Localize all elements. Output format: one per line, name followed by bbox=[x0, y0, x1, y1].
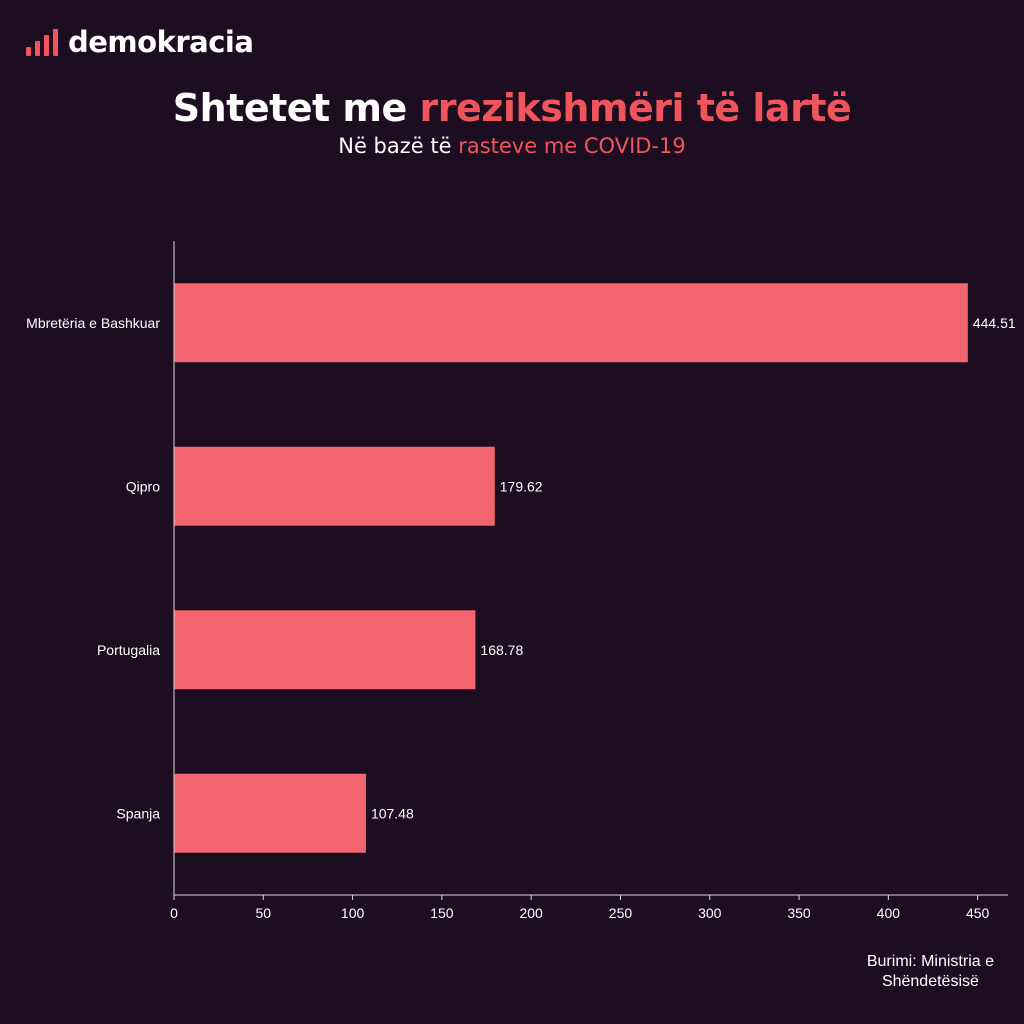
source-line-2: Shëndetësisë bbox=[881, 973, 979, 990]
title-part-1: Shtetet me bbox=[172, 86, 420, 130]
category-label: Qipro bbox=[126, 478, 160, 494]
brand-name: demokracia bbox=[68, 25, 254, 59]
x-tick-label: 100 bbox=[341, 905, 365, 921]
value-label: 444.51 bbox=[973, 315, 1016, 331]
chart-title: Shtetet me rrezikshmëri të lartë bbox=[0, 86, 1024, 130]
title-part-2: rrezikshmëri të lartë bbox=[419, 86, 852, 130]
x-tick-label: 50 bbox=[256, 905, 272, 921]
x-tick-label: 450 bbox=[966, 905, 990, 921]
source-note: Burimi: Ministria e Shëndetësisë bbox=[867, 952, 994, 992]
bar bbox=[174, 283, 968, 363]
x-tick-label: 0 bbox=[170, 905, 178, 921]
bar bbox=[174, 446, 495, 526]
value-label: 168.78 bbox=[480, 642, 523, 658]
x-tick-label: 200 bbox=[519, 905, 543, 921]
subtitle-part-2: rasteve me COVID-19 bbox=[458, 134, 686, 158]
chart-subtitle: Në bazë të rasteve me COVID-19 bbox=[0, 134, 1024, 158]
category-label: Mbretëria e Bashkuar bbox=[26, 315, 160, 331]
bars-logo-icon bbox=[26, 28, 58, 56]
x-tick-label: 300 bbox=[698, 905, 722, 921]
x-tick-label: 150 bbox=[430, 905, 454, 921]
value-label: 107.48 bbox=[371, 805, 414, 821]
source-line-1: Burimi: Ministria e bbox=[866, 953, 994, 970]
brand-logo: demokracia bbox=[26, 25, 254, 59]
x-tick-label: 250 bbox=[609, 905, 633, 921]
category-label: Portugalia bbox=[97, 642, 160, 658]
value-label: 179.62 bbox=[500, 478, 543, 494]
bar bbox=[174, 773, 366, 853]
x-tick-label: 350 bbox=[787, 905, 811, 921]
subtitle-part-1: Në bazë të bbox=[338, 134, 459, 158]
category-label: Spanja bbox=[116, 805, 160, 821]
bar bbox=[174, 610, 476, 690]
x-tick-label: 400 bbox=[877, 905, 901, 921]
